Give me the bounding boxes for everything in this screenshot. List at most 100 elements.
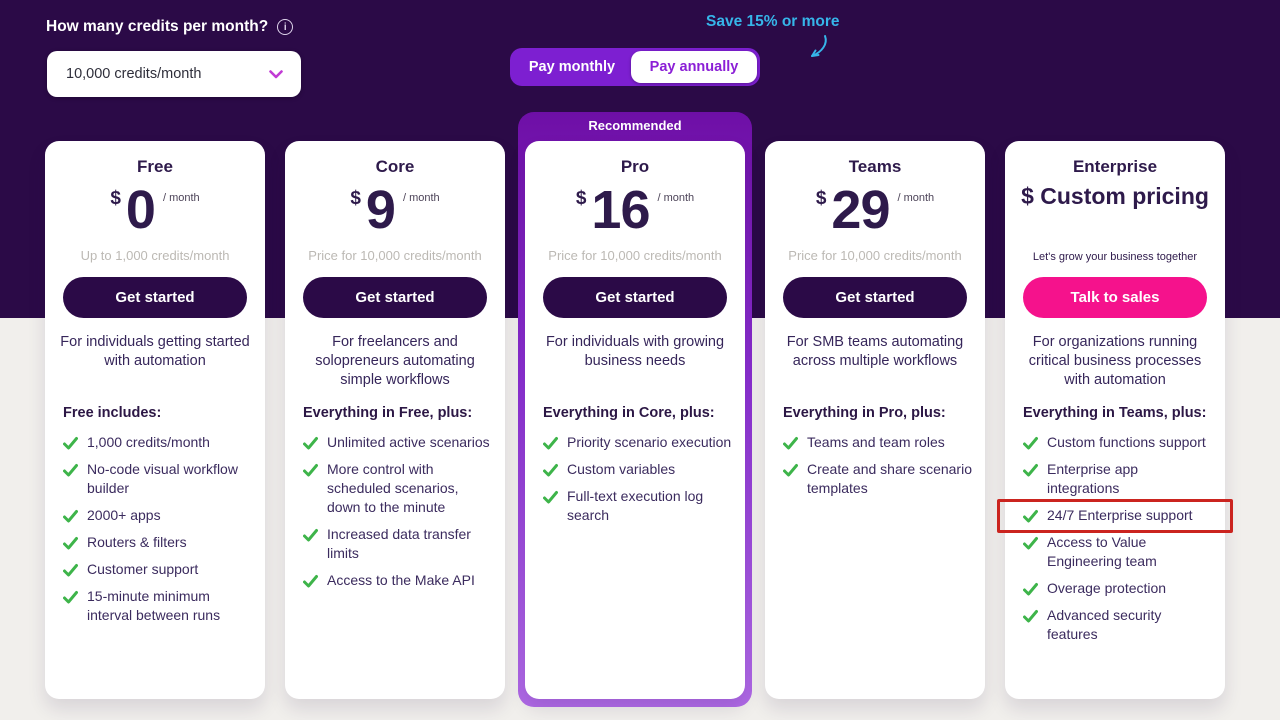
- check-icon: [1023, 437, 1038, 450]
- credits-question-label: How many credits per month?: [46, 18, 269, 35]
- currency-symbol: $: [110, 188, 121, 209]
- plan-price: $ 0 / month: [45, 179, 265, 241]
- features-list: Priority scenario execution Custom variab…: [525, 433, 745, 525]
- check-icon: [63, 464, 78, 477]
- features-title: Everything in Core, plus:: [543, 405, 715, 421]
- check-icon: [1023, 537, 1038, 550]
- currency-symbol: $: [350, 188, 361, 209]
- plan-card: Core $ 9 / month Price for 10,000 credit…: [285, 141, 505, 699]
- feature-item: 24/7 Enterprise support: [997, 499, 1233, 533]
- plan-head: Teams $ 29 / month Price for 10,000 cred…: [765, 141, 985, 277]
- plan-price: $ 29 / month: [765, 179, 985, 241]
- feature-label: More control with scheduled scenarios, d…: [327, 461, 459, 515]
- credits-dropdown[interactable]: 10,000 credits/month: [47, 51, 301, 97]
- plan-description: For individuals with growing business ne…: [545, 334, 725, 369]
- feature-item: Access to the Make API: [303, 571, 493, 590]
- get-started-button[interactable]: Get started: [543, 277, 727, 318]
- feature-label: Overage protection: [1047, 580, 1167, 596]
- features-title: Everything in Teams, plus:: [1023, 405, 1207, 421]
- plan-description: For freelancers and solopreneurs automat…: [315, 334, 475, 388]
- feature-label: Access to Value Engineering team: [1047, 534, 1157, 569]
- plan-card: Free $ 0 / month Up to 1,000 credits/mon…: [45, 141, 265, 699]
- feature-label: No-code visual workflow builder: [87, 461, 238, 496]
- check-icon: [303, 575, 318, 588]
- feature-label: Unlimited active scenarios: [327, 434, 490, 450]
- check-icon: [783, 464, 798, 477]
- price-note: Let's grow your business together: [1032, 251, 1198, 263]
- plan-card-slot-teams: Teams $ 29 / month Price for 10,000 cred…: [765, 141, 985, 699]
- plan-card-slot-enterprise: Enterprise $ Custom pricing Let's grow y…: [997, 141, 1233, 699]
- feature-label: Teams and team roles: [807, 434, 945, 450]
- save-arrow-icon: [811, 35, 827, 57]
- check-icon: [63, 510, 78, 523]
- feature-label: 1,000 credits/month: [87, 434, 210, 450]
- feature-item: 15-minute minimum interval between runs: [63, 587, 253, 625]
- plan-card: Teams $ 29 / month Price for 10,000 cred…: [765, 141, 985, 699]
- feature-item: Overage protection: [1023, 579, 1213, 598]
- feature-label: 2000+ apps: [87, 507, 161, 523]
- price-note: Price for 10,000 credits/month: [788, 248, 962, 263]
- talk-to-sales-button[interactable]: Talk to sales: [1023, 277, 1207, 318]
- feature-item: Custom variables: [543, 460, 733, 479]
- pay-annually-button[interactable]: Pay annually: [631, 51, 757, 83]
- feature-label: Increased data transfer limits: [327, 526, 471, 561]
- price-period: / month: [402, 192, 440, 204]
- price-period: / month: [897, 192, 935, 204]
- save-note-label: Save 15% or more: [706, 13, 840, 30]
- features-list: 1,000 credits/month No-code visual workfl…: [45, 433, 265, 625]
- plan-description: For organizations running critical busin…: [1028, 334, 1202, 388]
- feature-label: Advanced security features: [1047, 607, 1162, 642]
- feature-item: Priority scenario execution: [543, 433, 733, 452]
- plan-description: For individuals getting started with aut…: [60, 334, 250, 369]
- check-icon: [1023, 583, 1038, 596]
- pricing-cards: Free $ 0 / month Up to 1,000 credits/mon…: [45, 112, 1233, 707]
- feature-label: Custom functions support: [1047, 434, 1206, 450]
- feature-item: Customer support: [63, 560, 253, 579]
- features-title: Everything in Pro, plus:: [783, 405, 946, 421]
- check-icon: [63, 564, 78, 577]
- check-icon: [1023, 610, 1038, 623]
- plan-head: Pro $ 16 / month Price for 10,000 credit…: [525, 141, 745, 277]
- price-note: Price for 10,000 credits/month: [308, 248, 482, 263]
- get-started-button[interactable]: Get started: [783, 277, 967, 318]
- check-icon: [303, 464, 318, 477]
- check-icon: [783, 437, 798, 450]
- feature-item: Increased data transfer limits: [303, 525, 493, 563]
- plan-card-slot-core: Core $ 9 / month Price for 10,000 credit…: [285, 141, 505, 699]
- feature-item: 1,000 credits/month: [63, 433, 253, 452]
- feature-item: 2000+ apps: [63, 506, 253, 525]
- get-started-button[interactable]: Get started: [303, 277, 487, 318]
- check-icon: [543, 491, 558, 504]
- price-note: Up to 1,000 credits/month: [80, 248, 230, 263]
- plan-price: $ 9 / month: [285, 179, 505, 241]
- recommended-badge: Recommended: [588, 118, 682, 133]
- info-icon[interactable]: i: [277, 19, 294, 35]
- billing-toggle: Pay monthly Pay annually: [510, 48, 760, 86]
- feature-item: Full-text execution log search: [543, 487, 733, 525]
- plan-name: Pro: [620, 157, 650, 176]
- feature-item: Custom functions support: [1023, 433, 1213, 452]
- feature-label: Priority scenario execution: [567, 434, 732, 450]
- plan-name: Enterprise: [1072, 157, 1158, 176]
- features-list: Teams and team roles Create and share sce…: [765, 433, 985, 498]
- plan-card: Enterprise $ Custom pricing Let's grow y…: [997, 141, 1233, 699]
- custom-price: $ Custom pricing: [1021, 183, 1209, 209]
- feature-label: Full-text execution log search: [567, 488, 704, 523]
- plan-head: Core $ 9 / month Price for 10,000 credit…: [285, 141, 505, 277]
- check-icon: [1023, 464, 1038, 477]
- price-period: / month: [162, 192, 200, 204]
- get-started-button[interactable]: Get started: [63, 277, 247, 318]
- plan-description: For SMB teams automating across multiple…: [786, 334, 964, 369]
- plan-name: Teams: [848, 157, 902, 176]
- features-list: Unlimited active scenarios More control w…: [285, 433, 505, 590]
- feature-label: Enterprise app integrations: [1047, 461, 1139, 496]
- pay-monthly-button[interactable]: Pay monthly: [528, 59, 616, 75]
- price-amount: 0: [125, 180, 156, 240]
- feature-label: Custom variables: [567, 461, 676, 477]
- highlight-box: [997, 499, 1233, 533]
- plan-price: $ 16 / month: [525, 179, 745, 241]
- check-icon: [63, 437, 78, 450]
- plan-head: Enterprise $ Custom pricing Let's grow y…: [1005, 141, 1225, 277]
- feature-item: Unlimited active scenarios: [303, 433, 493, 452]
- currency-symbol: $: [575, 188, 587, 209]
